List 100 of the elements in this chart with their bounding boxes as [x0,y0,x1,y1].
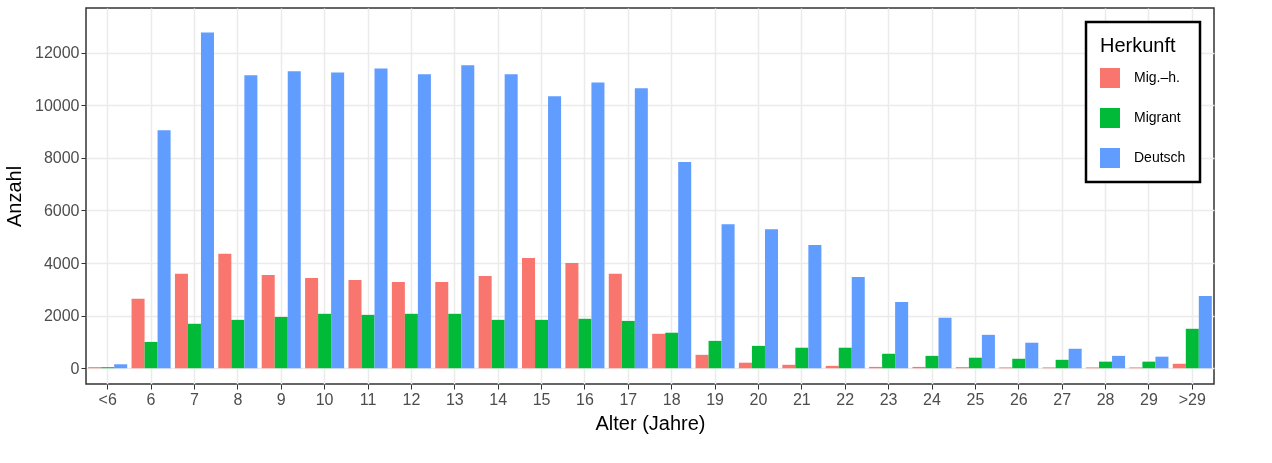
bar [981,334,995,369]
bar [1055,359,1069,369]
bar [764,229,778,369]
legend-title: Herkunft [1100,34,1177,56]
x-tick-label: 25 [966,390,985,408]
bar [1198,295,1212,369]
bar [1068,348,1082,369]
x-tick-label: 6 [146,390,156,408]
legend-label: Migrant [1134,109,1181,125]
y-tick-label: 4000 [43,254,80,272]
bar [895,301,909,369]
bar [608,273,622,369]
bar [565,263,579,369]
bar [851,276,865,369]
bar [157,130,171,369]
bar [1012,358,1026,369]
bar [200,32,214,369]
bar [1172,363,1186,369]
bar [838,347,852,369]
bar [665,332,679,369]
x-tick-label: 19 [706,390,725,408]
x-tick-label: 29 [1140,390,1158,408]
x-tick-label: 26 [1009,390,1028,408]
bar [218,253,232,369]
bar [174,273,188,369]
y-tick-label: 6000 [43,201,80,219]
y-tick-label: 2000 [43,307,80,325]
bar [391,281,405,369]
y-tick-label: 10000 [35,96,80,114]
bar [721,224,735,369]
bar [287,71,301,369]
bar [1185,328,1199,369]
bar [751,345,765,369]
bar [448,313,462,369]
bar [435,281,449,369]
x-tick-label: 21 [792,390,811,408]
bar [738,362,752,369]
bar [652,333,666,369]
bar [404,313,418,369]
bar [491,319,505,369]
bar [678,162,692,369]
bar [522,258,536,369]
bar [634,88,648,369]
x-tick-label: 8 [233,390,243,408]
bar [417,74,431,369]
bar [578,318,592,369]
bar [925,355,939,369]
bar [231,319,245,369]
bar [374,68,388,369]
bar [1099,361,1113,369]
x-tick-label: <6 [98,390,117,408]
bar [1025,342,1039,369]
bar [244,75,258,369]
x-axis-title: Alter (Jahre) [595,411,706,434]
x-tick-label: 15 [532,390,551,408]
x-tick-label: 22 [836,390,855,408]
bar [461,65,475,369]
x-tick-label: 11 [359,390,377,408]
x-tick-label: 16 [576,390,594,408]
bar [1155,356,1169,369]
bar [504,74,518,369]
bar [318,313,332,369]
x-tick-label: 28 [1096,390,1115,408]
x-tick-label: 23 [879,390,898,408]
bar [114,364,128,369]
x-tick-label: 9 [276,390,286,408]
x-tick-label: 14 [489,390,508,408]
bar [348,279,362,369]
legend-label: Deutsch [1134,149,1186,165]
legend-label: Mig.–h. [1134,69,1180,85]
bar [968,357,982,369]
bar [331,72,345,369]
bar [478,275,492,369]
y-axis-title: Anzahl [3,165,26,228]
bar [361,314,375,369]
x-tick-label: 12 [402,390,421,408]
y-tick-label: 8000 [43,149,80,167]
x-tick-label: 7 [190,390,200,408]
bar [548,96,562,369]
bar [621,320,635,369]
bar [144,341,158,369]
x-tick-label: 27 [1053,390,1072,408]
bar [938,317,952,369]
x-tick-label: 10 [315,390,334,408]
bar [187,323,201,369]
x-tick-label: 17 [619,390,638,408]
bar [305,278,319,369]
x-tick-label: 20 [749,390,768,408]
bar [274,316,288,369]
bar [795,347,809,369]
y-tick-label: 12000 [35,44,80,62]
bar [695,354,709,369]
bar [1142,361,1156,369]
x-tick-label: 18 [662,390,681,408]
bar [882,353,896,369]
x-tick-label: 24 [923,390,941,408]
bar [535,319,549,369]
bar [131,298,145,369]
bar [708,340,722,369]
y-tick-label: 0 [70,359,80,377]
